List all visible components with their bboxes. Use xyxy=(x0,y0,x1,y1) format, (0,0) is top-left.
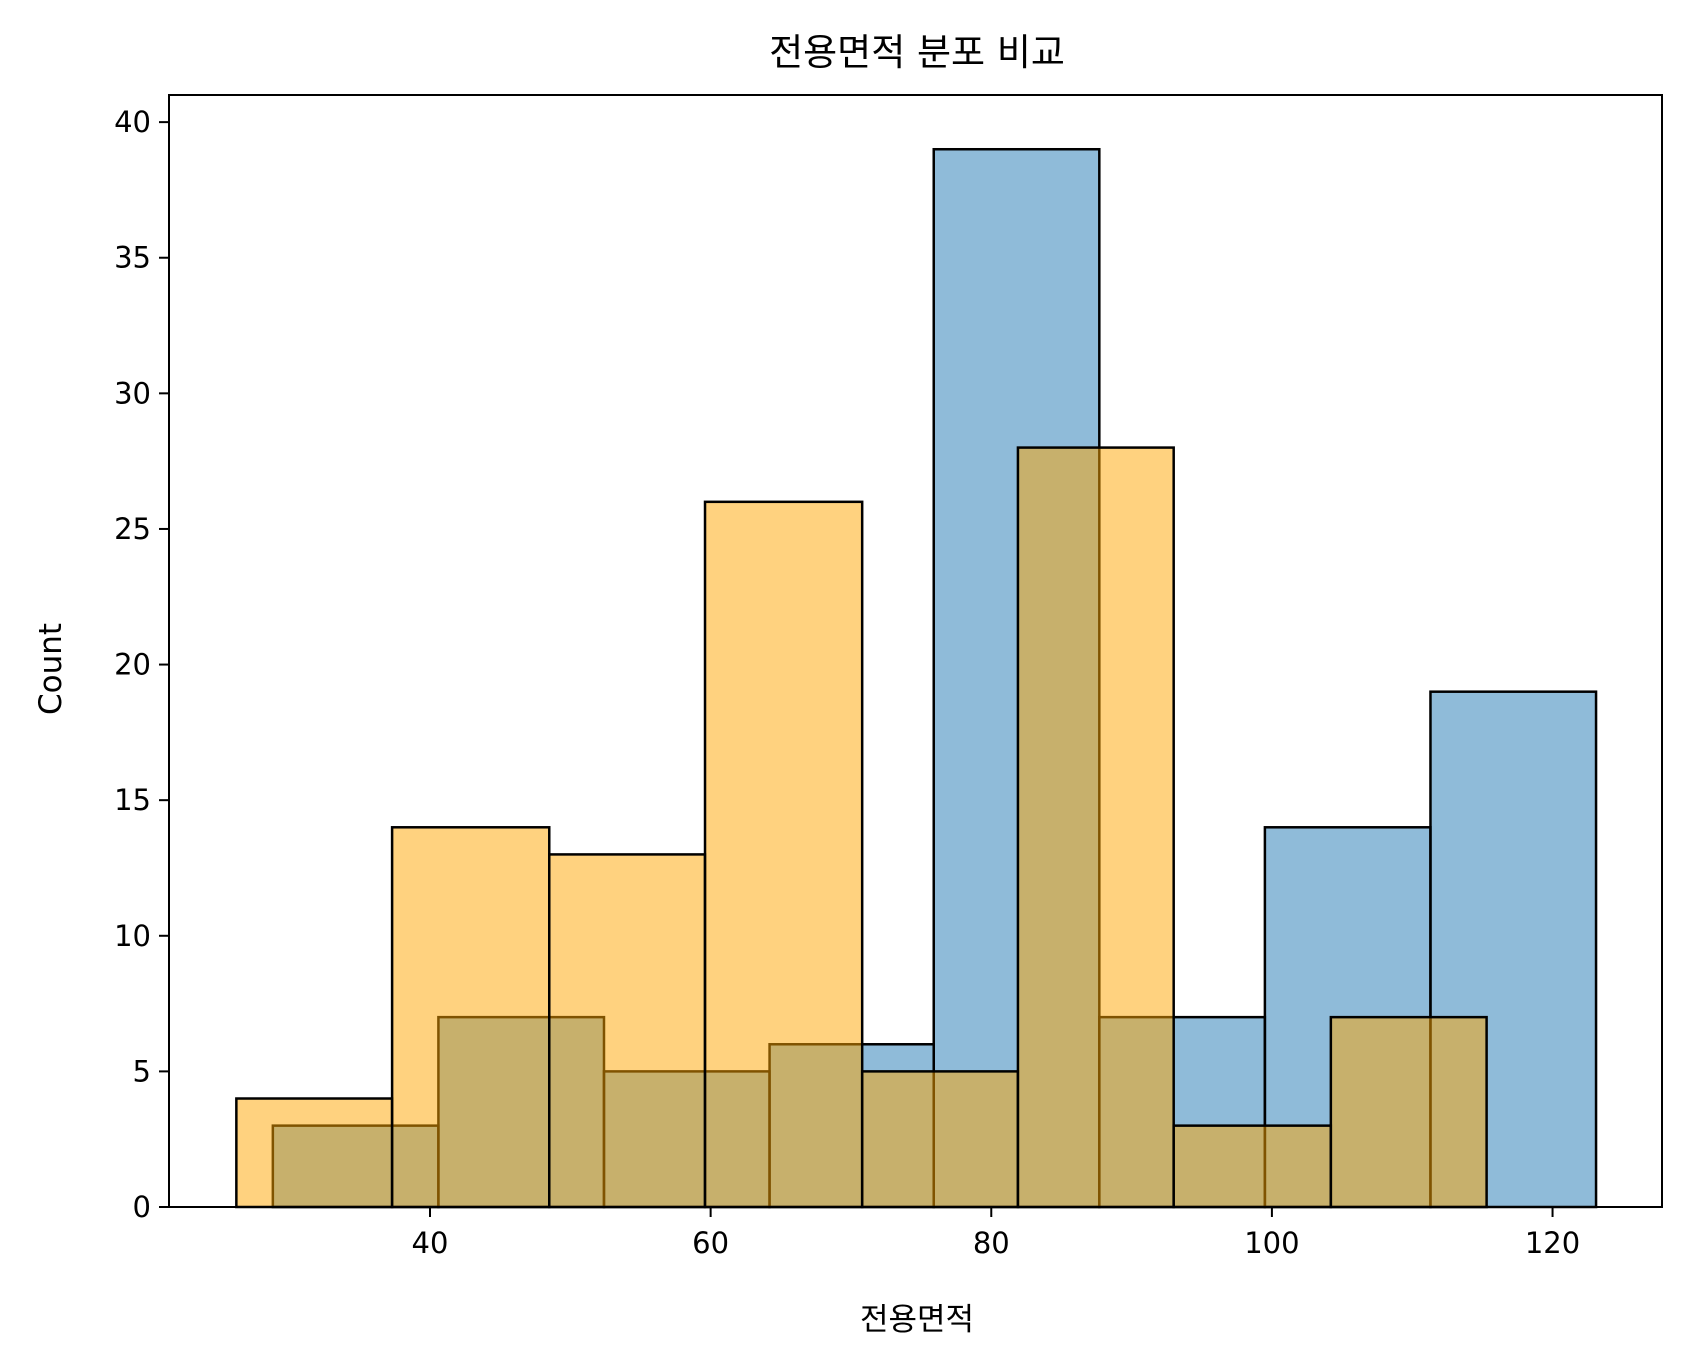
histogram-bar-series-2-bin-3 xyxy=(548,853,707,1209)
histogram-bar-series-2-bin-5 xyxy=(860,1070,1020,1209)
x-axis-ticks: 40 60 80 100 120 xyxy=(412,1207,1580,1260)
x-tick-label: 40 xyxy=(412,1226,449,1260)
chart-title: 전용면적 분포 비교 xyxy=(769,31,1065,74)
y-tick-label: 40 xyxy=(114,105,151,139)
histogram-bar-series-2-bin-2 xyxy=(390,826,551,1209)
y-tick-label: 10 xyxy=(114,919,151,953)
x-axis-label: 전용면적 xyxy=(860,1302,974,1338)
x-tick-label: 120 xyxy=(1525,1226,1580,1260)
histogram-bar-series-2-bin-8 xyxy=(1329,1015,1488,1209)
x-tick-label: 80 xyxy=(973,1226,1010,1260)
y-tick-label: 20 xyxy=(114,648,151,682)
y-tick-label: 0 xyxy=(133,1190,151,1224)
histogram-bar-series-2-bin-7 xyxy=(1172,1124,1333,1209)
plot-frame xyxy=(168,94,1663,1208)
x-tick-label: 100 xyxy=(1244,1226,1299,1260)
histogram-bar-series-2-bin-4 xyxy=(703,500,864,1209)
histogram-bar-series-2-bin-1 xyxy=(235,1097,394,1209)
histogram-bar-series-2-bin-6 xyxy=(1016,446,1175,1209)
y-axis-ticks: 0 5 10 15 20 25 30 35 40 xyxy=(114,105,169,1224)
y-tick-label: 5 xyxy=(133,1054,151,1088)
x-tick-label: 60 xyxy=(692,1226,729,1260)
histogram-bar-series-1-bin-8 xyxy=(1429,690,1598,1209)
bars-layer xyxy=(235,147,1598,1209)
y-tick-label: 15 xyxy=(114,783,151,817)
y-tick-label: 35 xyxy=(114,241,151,275)
y-axis-label: Count xyxy=(33,623,69,715)
y-tick-label: 25 xyxy=(114,512,151,546)
y-tick-label: 30 xyxy=(114,376,151,410)
